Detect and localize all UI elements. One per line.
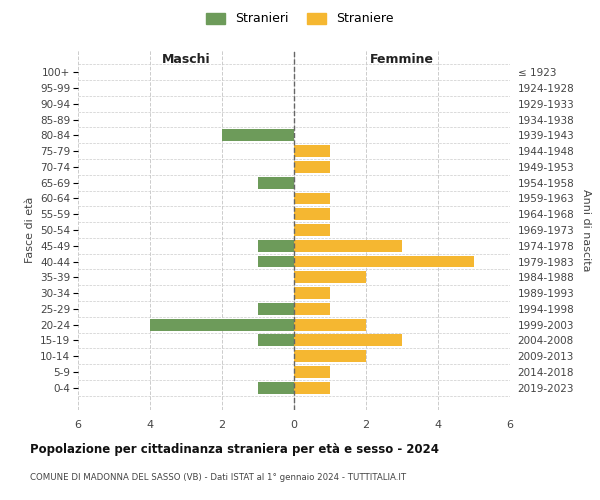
Legend: Stranieri, Straniere: Stranieri, Straniere <box>203 8 397 29</box>
Bar <box>294 224 330 236</box>
Bar <box>258 177 294 188</box>
Bar <box>294 287 330 299</box>
Bar <box>294 318 366 330</box>
Text: COMUNE DI MADONNA DEL SASSO (VB) - Dati ISTAT al 1° gennaio 2024 - TUTTITALIA.IT: COMUNE DI MADONNA DEL SASSO (VB) - Dati … <box>30 472 406 482</box>
Bar <box>150 318 294 330</box>
Bar <box>294 366 330 378</box>
Bar <box>294 161 330 173</box>
Bar <box>294 208 330 220</box>
Bar <box>294 272 366 283</box>
Bar <box>294 145 330 157</box>
Bar <box>258 382 294 394</box>
Bar <box>294 240 402 252</box>
Text: Popolazione per cittadinanza straniera per età e sesso - 2024: Popolazione per cittadinanza straniera p… <box>30 442 439 456</box>
Text: Maschi: Maschi <box>161 53 211 66</box>
Bar <box>294 192 330 204</box>
Bar <box>258 334 294 346</box>
Bar <box>258 256 294 268</box>
Bar <box>294 382 330 394</box>
Bar <box>294 303 330 315</box>
Bar <box>294 256 474 268</box>
Y-axis label: Fasce di età: Fasce di età <box>25 197 35 263</box>
Bar <box>258 240 294 252</box>
Text: Femmine: Femmine <box>370 53 434 66</box>
Bar <box>222 130 294 141</box>
Bar <box>258 303 294 315</box>
Bar <box>294 334 402 346</box>
Bar <box>294 350 366 362</box>
Y-axis label: Anni di nascita: Anni di nascita <box>581 188 591 271</box>
